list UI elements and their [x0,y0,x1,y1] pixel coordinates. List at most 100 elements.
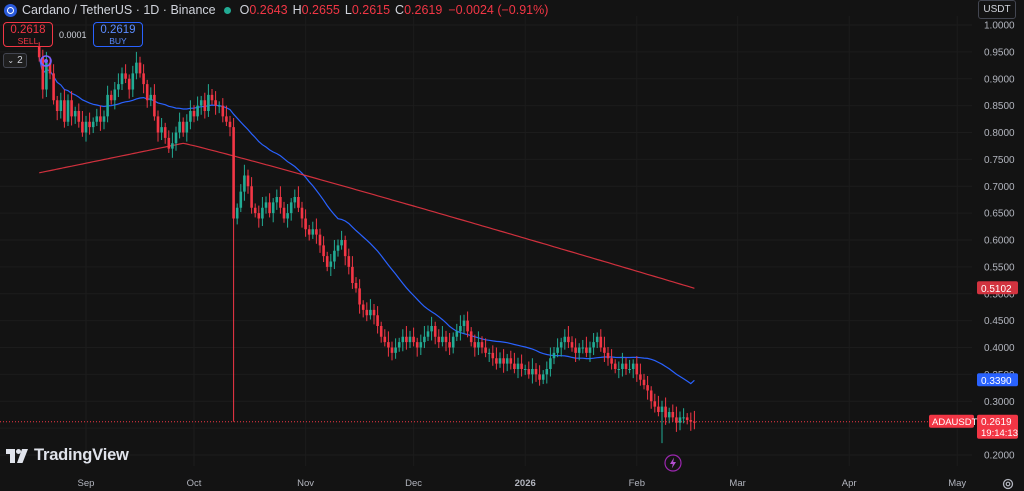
candle-body [214,100,217,106]
candle-body [545,369,549,375]
candle-body [340,240,343,246]
candle-body [513,363,516,369]
candle-body [487,352,491,354]
candle-body [552,352,556,359]
high-label: H [292,3,302,17]
buy-price: 0.2619 [100,24,136,36]
candle-body [203,100,207,111]
candle-body [37,46,41,58]
candle-body [502,358,505,364]
candle-body [473,342,477,348]
candle-body [45,62,48,90]
candle-body [336,245,340,251]
candle-body [239,191,243,208]
candle-body [387,342,390,348]
cardano-logo-icon [4,3,17,17]
candle-body [275,197,279,203]
candle-body [415,342,419,348]
candle-body [124,73,127,79]
candle-body [671,412,675,418]
lightning-icon[interactable] [664,454,682,472]
candle-body [66,100,70,122]
indicators-count: 2 [17,55,23,66]
candle-body [307,229,311,235]
indicators-toggle-button[interactable]: ⌄ 2 [3,53,27,68]
candle-body [235,207,239,219]
candle-body [325,256,329,267]
candle-body [412,336,415,343]
candle-body [495,358,498,364]
y-axis[interactable]: 1.0000 0.9500 0.9000 0.8500 0.8000 0.7500 0.70… [984,21,1015,462]
currency-button[interactable]: USDT [978,0,1016,19]
candle-body [588,347,592,353]
symbol-title[interactable]: Cardano / TetherUS · 1D · Binance [22,3,216,17]
candle-body [268,202,271,214]
candle-body [354,283,358,289]
y-tick-label: 0.9000 [984,74,1015,85]
candle-body [311,229,315,235]
candle-body [559,342,563,348]
candle-body [574,347,577,353]
candle-body [77,111,81,122]
candle-body [138,62,142,74]
candle-body [639,374,642,380]
open-value: 0.2643 [249,3,288,17]
ma-slow-price-label-bg [977,281,1018,295]
x-tick-label: Feb [629,478,645,489]
candle-body [682,417,685,419]
buy-label: BUY [109,36,127,46]
y-tick-label: 0.4000 [984,343,1015,354]
symbol-tag: ADAUSDT [932,417,978,428]
candle-body [221,105,225,117]
candle-body [171,143,174,149]
candle-body [189,111,192,122]
candle-body [174,132,178,144]
candle-body [563,336,567,343]
candle-body [286,213,289,219]
y-tick-label: 0.5500 [984,262,1015,273]
candle-body [509,358,513,364]
y-tick-label: 0.3000 [984,397,1015,408]
low-value: 0.2615 [351,3,391,17]
candle-body [660,406,664,412]
candle-body [142,73,145,85]
ma-fast-line [38,57,695,385]
candle-body [264,202,268,208]
y-tick-label: 0.6000 [984,236,1015,247]
x-tick-label: Nov [297,478,314,489]
candle-body [192,111,196,117]
candle-body [516,363,520,369]
event-marker-icon[interactable] [39,54,53,68]
candle-body [149,94,153,101]
candle-body [624,363,628,369]
candle-body [635,363,639,375]
candle-body [397,342,401,348]
buy-button[interactable]: 0.2619 BUY [93,22,143,47]
candle-body [444,336,448,343]
y-tick-label: 0.7500 [984,155,1015,166]
candle-body [642,379,646,386]
last-price-label-bg [977,414,1018,439]
sell-button[interactable]: 0.2618 SELL [3,22,53,47]
candle-body [135,62,138,74]
candle-body [462,320,466,326]
candle-body [243,175,246,192]
high-value: 0.2655 [301,3,340,17]
candle-body [585,347,588,353]
candle-body [365,309,369,316]
ma-fast-price-label-bg [977,373,1018,387]
candle-body [181,121,185,133]
x-axis[interactable]: Sep Oct Nov Dec 2026 Feb Mar Apr May [78,478,967,489]
chevron-down-icon: ⌄ [7,56,15,65]
candle-body [315,229,318,235]
candle-body [667,412,671,418]
candle-body [401,336,405,343]
candle-body [293,197,297,203]
last-price-label: 0.2619 [981,417,1012,428]
candle-body [379,326,383,337]
candle-body [491,352,495,359]
candle-body [127,78,131,90]
symbol-header: Cardano / TetherUS · 1D · Binance O 0.26… [4,2,551,18]
